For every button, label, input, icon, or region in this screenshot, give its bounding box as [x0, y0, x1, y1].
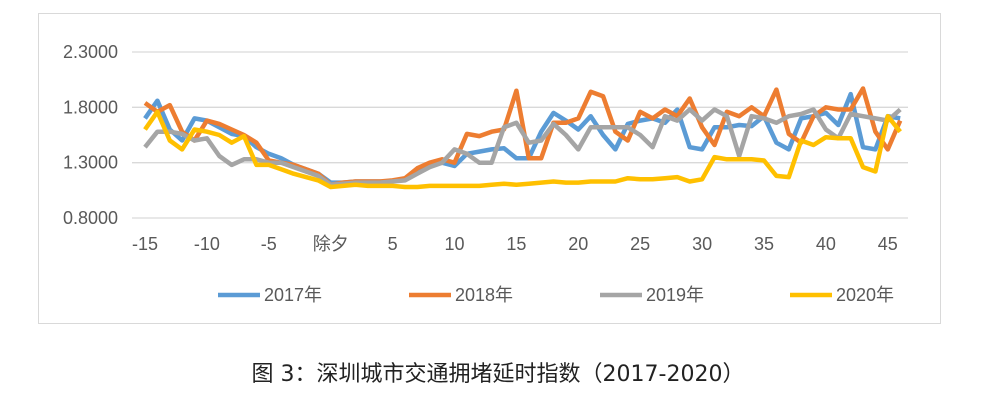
- x-tick-label: 40: [816, 234, 836, 254]
- series-line-2020: [143, 109, 902, 190]
- series-line-2017: [143, 91, 901, 185]
- x-tick-label: 20: [568, 234, 588, 254]
- x-tick-label: 35: [754, 234, 774, 254]
- x-tick-label: 15: [506, 234, 526, 254]
- x-tick-label: 25: [630, 234, 650, 254]
- x-tick-label: 30: [692, 234, 712, 254]
- y-tick-label: 0.8000: [63, 208, 118, 228]
- legend-label: 2019年: [646, 285, 704, 305]
- legend-label: 2020年: [836, 285, 894, 305]
- series-line-2019: [143, 107, 902, 188]
- y-tick-label: 1.8000: [63, 97, 118, 117]
- legend-label: 2017年: [264, 285, 322, 305]
- x-tick-label: 除夕: [313, 234, 349, 254]
- x-tick-label: -5: [261, 234, 277, 254]
- y-tick-label: 2.3000: [63, 42, 118, 62]
- figure-caption: 图 3：深圳城市交通拥堵延时指数（2017-2020）: [251, 362, 745, 387]
- legend-label: 2018年: [455, 285, 513, 305]
- x-tick-label: -15: [132, 234, 158, 254]
- y-tick-label: 1.3000: [63, 153, 118, 173]
- line-chart: 0.8000 1.3000 1.8000 2.3000 -15 -10 -5 除夕 5 10 15 2…: [63, 42, 908, 305]
- chart-frame: [38, 13, 941, 324]
- x-tick-label: -10: [194, 234, 220, 254]
- x-tick-label: 5: [388, 234, 398, 254]
- x-tick-label: 45: [878, 234, 898, 254]
- x-tick-label: 10: [444, 234, 464, 254]
